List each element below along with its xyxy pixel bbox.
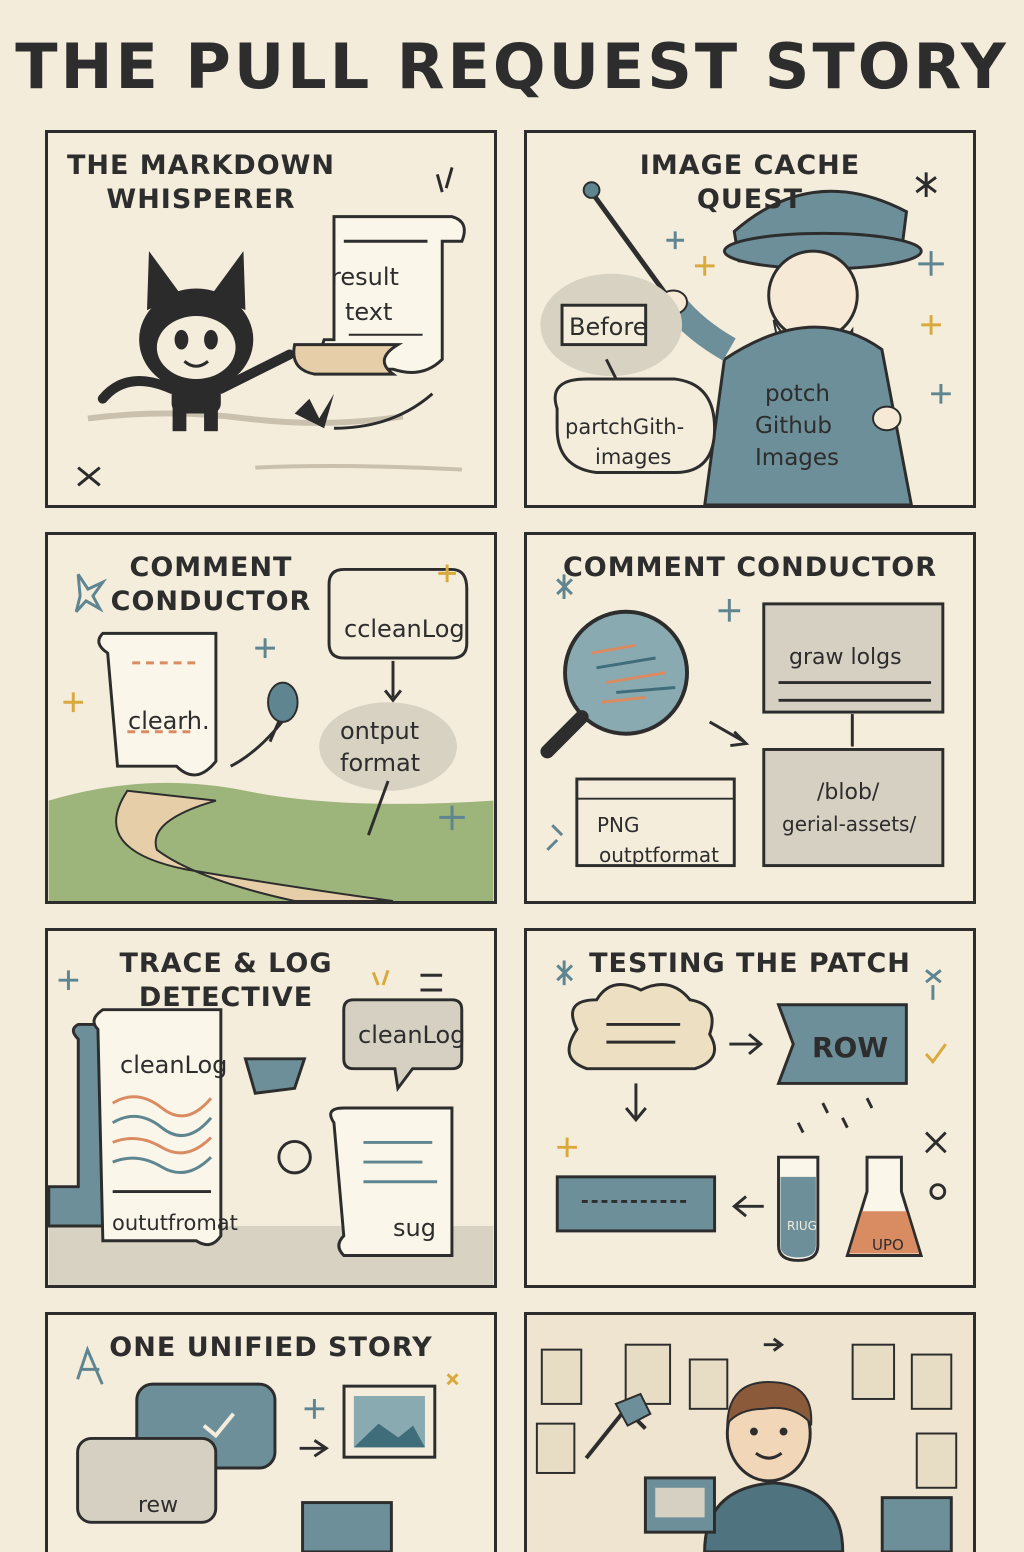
panel-title-line2: CONDUCTOR xyxy=(110,586,312,617)
scroll-text: clearh. xyxy=(128,707,210,735)
panel-title-line1: IMAGE CACHE xyxy=(639,150,861,181)
panel-one-unified-story: ONE UNIFIED STORY rew xyxy=(45,1312,497,1552)
before-label: Before xyxy=(569,313,648,341)
panel-title: ONE UNIFIED STORY xyxy=(109,1332,433,1363)
scroll-path-illustration xyxy=(48,564,494,901)
output-text-line1: ontput xyxy=(340,717,420,745)
flask-label: UPO xyxy=(872,1236,904,1254)
panel-title-line1: TRACE & LOG xyxy=(119,948,333,979)
cat-scroll-illustration xyxy=(77,167,466,487)
panel-title-line2: DETECTIVE xyxy=(138,982,314,1013)
paper-text: sug xyxy=(393,1214,436,1242)
ccleanlog-bubble-text: ccleanLog xyxy=(344,615,465,643)
output-text-line2: format xyxy=(340,749,421,777)
scroll-top-text: cleanLog xyxy=(120,1051,228,1079)
bubble-text-line1: partchGith- xyxy=(565,415,685,439)
cleanlog-bubble-text: cleanLog xyxy=(358,1021,466,1049)
scroll-bottom-text: oututfromat xyxy=(112,1211,238,1235)
scroll-text-line1: result xyxy=(331,263,399,291)
robe-text-line3: Images xyxy=(755,445,840,471)
panel-title: TESTING THE PATCH xyxy=(589,948,911,979)
panel-title-line2: QUEST xyxy=(696,184,804,215)
bubble-text-line2: images xyxy=(595,445,672,469)
panel-testing-the-patch: TESTING THE PATCH ROW RIUG UPO xyxy=(524,928,976,1288)
path-text-line2: gerial-assets/ xyxy=(782,812,917,836)
raw-logs-text: graw lolgs xyxy=(789,645,902,670)
panel-markdown-whisperer: THE MARKDOWN WHISPERER result text xyxy=(45,130,497,508)
panel-title: COMMENT CONDUCTOR xyxy=(562,552,938,583)
panel-title-line1: COMMENT xyxy=(129,552,293,583)
panel-comment-conductor-path: COMMENT CONDUCTOR ccleanLog clearh. ontp… xyxy=(45,532,497,904)
tube-label: RIUG xyxy=(787,1219,817,1233)
panel-image-cache-quest: IMAGE CACHE QUEST Before partchGith- ima… xyxy=(524,130,976,508)
unified-story-illustration xyxy=(76,1345,459,1552)
wizard-illustration xyxy=(540,172,951,505)
robe-text-line2: Github xyxy=(755,413,832,439)
panel-comment-conductor-logs: COMMENT CONDUCTOR graw lolgs /blob/ geri… xyxy=(524,532,976,904)
developer-illustration xyxy=(527,1315,973,1552)
panel-title-line2: WHISPERER xyxy=(106,184,296,215)
panel-title-line1: THE MARKDOWN xyxy=(66,150,336,181)
row-label: ROW xyxy=(812,1031,889,1064)
output-format-label: outptformat xyxy=(599,843,720,867)
page-title: THE PULL REQUEST STORY xyxy=(15,30,1009,103)
log-machine-illustration xyxy=(48,969,494,1285)
magnifier-logs-illustration xyxy=(540,574,945,868)
panel-trace-log-detective: TRACE & LOG DETECTIVE cleanLog oututfrom… xyxy=(45,928,497,1288)
testing-illustration xyxy=(555,960,947,1262)
robe-text-line1: potch xyxy=(765,381,830,407)
card-text: rew xyxy=(138,1493,179,1518)
panel-developer-desk xyxy=(524,1312,976,1552)
png-label: PNG xyxy=(597,813,640,837)
octocat-icon xyxy=(97,251,295,432)
scroll-text-line2: text xyxy=(345,298,393,326)
path-text-line1: /blob/ xyxy=(817,780,880,805)
